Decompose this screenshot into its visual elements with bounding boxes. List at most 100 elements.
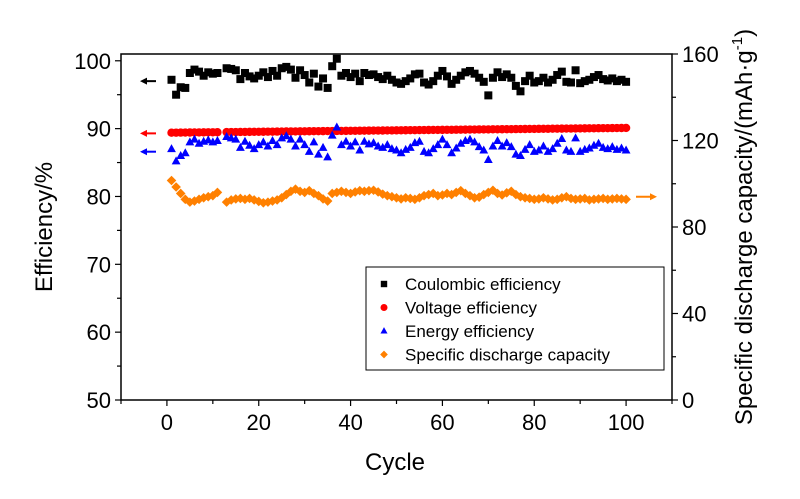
data-point	[337, 71, 346, 80]
data-point	[461, 68, 470, 77]
data-point	[447, 79, 456, 88]
x-tick-label: 80	[522, 410, 546, 435]
data-point	[410, 194, 420, 205]
series-coulombic-efficiency	[167, 54, 631, 100]
legend-label: Energy efficiency	[405, 322, 535, 341]
data-point	[566, 146, 576, 155]
data-point	[332, 122, 342, 131]
data-point	[222, 64, 231, 73]
data-point	[589, 140, 599, 149]
data-point	[374, 73, 383, 82]
right-y-axis-title-close: )	[731, 29, 758, 37]
data-point	[319, 74, 328, 83]
data-point	[281, 131, 291, 140]
data-point	[488, 185, 498, 196]
data-point	[493, 68, 502, 77]
data-point	[492, 188, 503, 199]
data-point	[346, 73, 355, 82]
data-point	[313, 190, 324, 201]
data-point	[391, 193, 402, 203]
data-point	[451, 143, 461, 152]
data-point	[368, 185, 379, 196]
data-point	[295, 134, 305, 143]
data-point	[212, 187, 223, 198]
data-point	[314, 149, 323, 158]
data-point	[428, 144, 438, 153]
data-point	[602, 194, 613, 205]
data-point	[603, 76, 612, 85]
data-point	[571, 133, 580, 142]
data-point	[534, 145, 544, 154]
data-point	[245, 72, 254, 81]
data-point	[231, 66, 240, 75]
right-y-axis-title-main: Specific discharge capacity/(mAh·g	[731, 50, 758, 425]
data-point	[360, 68, 369, 77]
data-point	[501, 188, 512, 198]
left-y-tick-label: 50	[87, 388, 111, 413]
data-point	[240, 68, 249, 77]
data-point	[286, 186, 296, 197]
right-y-tick-label: 40	[682, 302, 706, 327]
data-point	[524, 193, 535, 204]
data-point	[227, 64, 236, 73]
data-point	[185, 68, 194, 77]
data-point	[254, 140, 264, 149]
data-point	[617, 75, 626, 84]
data-point	[465, 190, 475, 201]
data-point	[474, 192, 484, 202]
data-point	[589, 73, 598, 82]
data-point	[328, 62, 337, 71]
data-point	[272, 140, 282, 149]
x-tick-label: 20	[247, 410, 271, 435]
data-point	[305, 78, 314, 87]
data-point	[253, 196, 264, 207]
data-point	[332, 54, 341, 63]
data-point	[438, 134, 447, 143]
left-y-tick-label: 80	[87, 184, 111, 209]
data-point	[345, 188, 356, 199]
data-point	[354, 185, 365, 196]
data-point	[369, 70, 378, 79]
data-point	[286, 134, 296, 143]
data-point	[204, 68, 213, 77]
data-point	[534, 77, 543, 86]
data-point	[470, 137, 479, 146]
data-point	[263, 141, 273, 150]
data-point	[589, 194, 599, 205]
data-point	[382, 190, 393, 201]
data-point	[378, 142, 388, 151]
data-point	[318, 194, 328, 204]
left-y-axis-title: Efficiency/%	[31, 162, 58, 292]
data-point	[167, 75, 176, 84]
data-point	[520, 193, 530, 203]
data-point	[506, 142, 516, 151]
data-point	[346, 141, 355, 150]
data-point	[327, 130, 337, 139]
data-point	[236, 75, 245, 84]
data-point	[213, 128, 222, 137]
data-point	[199, 71, 208, 80]
data-point	[396, 194, 406, 204]
data-point	[341, 136, 351, 145]
data-point	[281, 189, 292, 200]
data-point	[544, 78, 553, 87]
data-point	[314, 82, 323, 91]
data-point	[267, 196, 278, 206]
data-point	[268, 136, 277, 145]
legend: Coulombic efficiency Voltage efficiency En…	[365, 266, 665, 371]
data-point	[350, 187, 360, 197]
data-point	[607, 194, 618, 204]
data-point	[318, 142, 328, 151]
data-point	[470, 69, 479, 78]
data-point	[322, 196, 333, 206]
right-y-tick-label: 0	[682, 388, 694, 413]
data-point	[213, 136, 222, 145]
right-y-tick-label: 80	[682, 215, 706, 240]
data-point	[443, 72, 452, 81]
left-y-tick-label: 100	[74, 49, 111, 74]
data-point	[539, 141, 548, 150]
data-point	[599, 75, 608, 84]
data-point	[190, 134, 199, 143]
data-point	[438, 66, 447, 75]
